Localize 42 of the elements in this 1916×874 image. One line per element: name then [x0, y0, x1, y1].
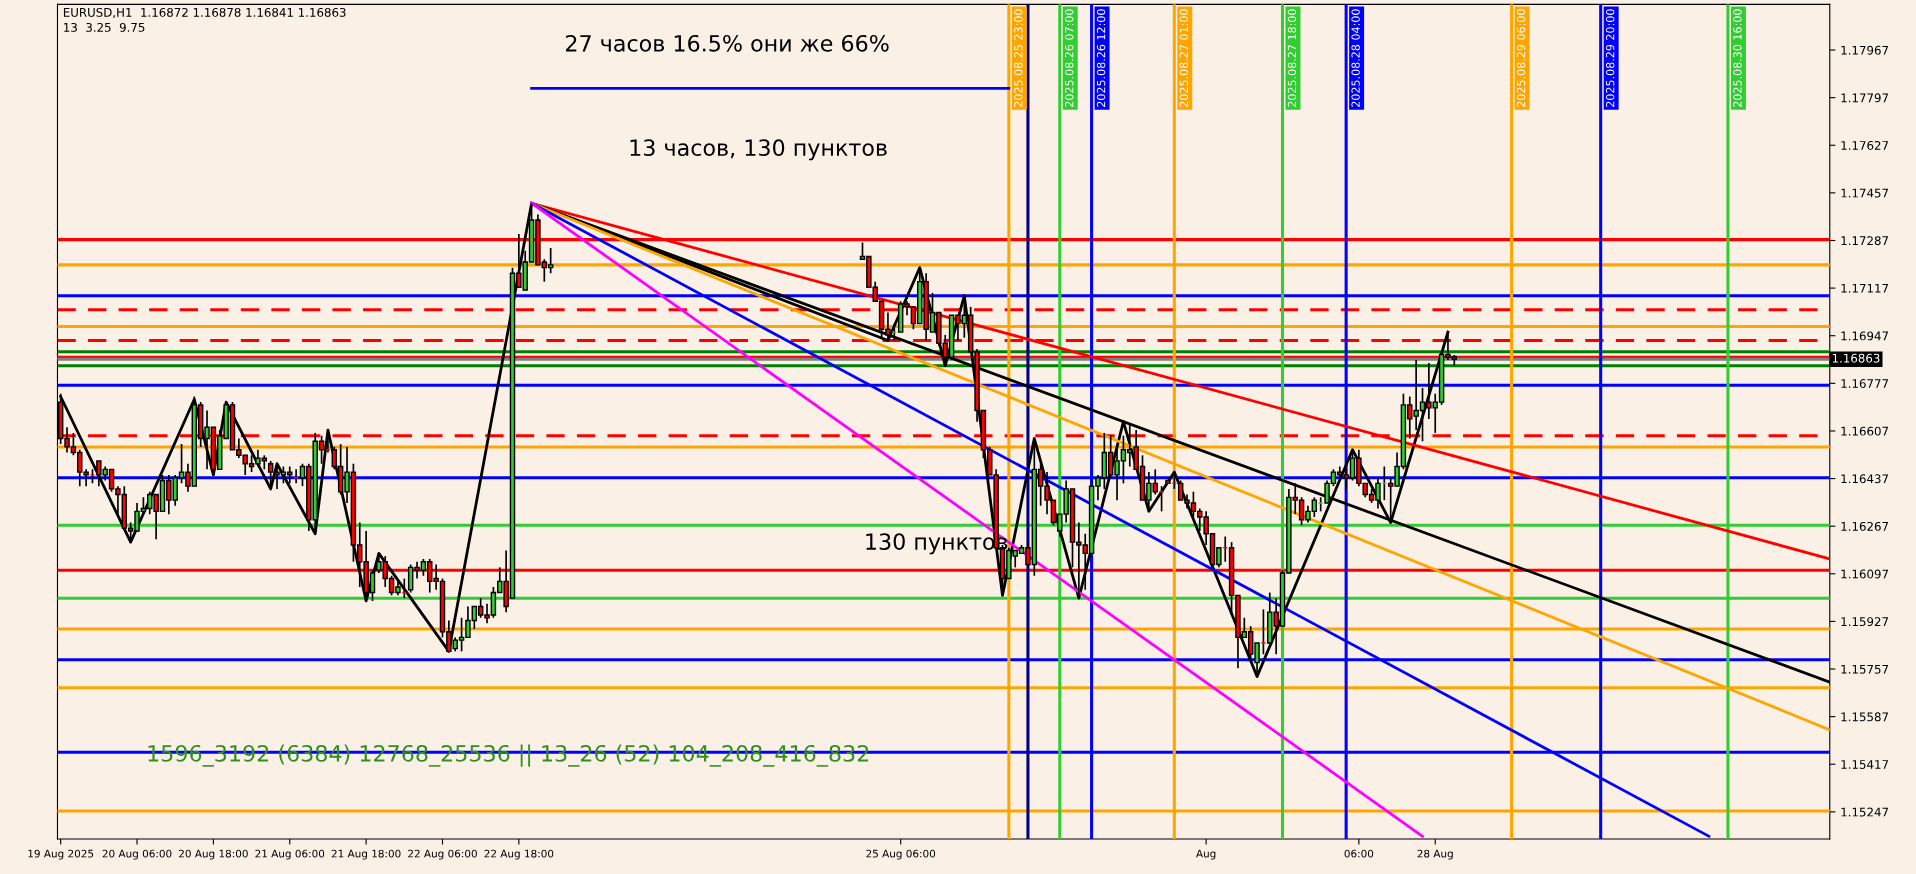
- x-tick-label: 25 Aug 06:00: [866, 849, 936, 860]
- ref-line-label: 2025.08.26 07:00: [1065, 9, 1074, 107]
- ref-line-label: 1.16863: [1832, 353, 1880, 363]
- y-tick-label: 1.16267: [1841, 521, 1889, 531]
- y-tick-label: 1.17627: [1841, 140, 1889, 150]
- x-tick-label: 06:00: [1344, 849, 1374, 858]
- ref-line-label: 2025.08.29 20:00: [1605, 9, 1615, 107]
- y-tick-label: 1.17967: [1841, 45, 1889, 55]
- ref-line-label: 2025.08.25 23:00: [1014, 9, 1023, 107]
- ref-line-label: 2025.08.29 06:00: [1516, 9, 1526, 107]
- y-tick-label: 1.16777: [1841, 379, 1889, 388]
- y-tick-label: 1.17457: [1841, 188, 1889, 198]
- x-tick-label: 22 Aug 18:00: [484, 849, 554, 860]
- x-tick-label: 21 Aug 06:00: [255, 849, 325, 860]
- y-tick-label: 1.16437: [1841, 474, 1889, 484]
- ref-line-label: 2025.08.30 16:00: [1733, 9, 1742, 107]
- y-tick-label: 1.17287: [1841, 236, 1889, 246]
- ref-line-label: 2025.08.28 04:00: [1351, 9, 1360, 107]
- y-tick-label: 1.15757: [1841, 664, 1889, 674]
- ref-line-label: 2025.08.27 18:00: [1287, 9, 1297, 107]
- ref-line-label: 2025.08.27 01:00: [1179, 9, 1189, 107]
- y-tick-label: 1.15417: [1841, 760, 1889, 769]
- chart-title: EURUSD,H1 1.16872 1.16878 1.16841 1.16863: [63, 7, 346, 19]
- text: 13 3.25 9.75: [64, 22, 145, 32]
- y-tick-label: 1.16947: [1841, 331, 1889, 341]
- x-tick-label: 19 Aug 2025: [28, 849, 94, 860]
- x-tick-label: 22 Aug 06:00: [408, 849, 477, 860]
- y-tick-label: 1.15587: [1841, 712, 1889, 722]
- y-tick-label: 1.16607: [1841, 426, 1889, 436]
- x-tick-label: Aug: [1196, 849, 1216, 860]
- ref-line-label: 2025.08.26 12:00: [1096, 9, 1106, 107]
- x-tick-label: 28 Aug: [1417, 849, 1453, 860]
- y-tick-label: 1.17117: [1841, 283, 1889, 293]
- annotation: 27 часов 16.5% они же 66%: [565, 34, 889, 52]
- x-tick-label: 20 Aug 18:00: [179, 849, 248, 860]
- y-tick-label: 1.17797: [1841, 93, 1889, 103]
- y-tick-label: 1.15927: [1841, 617, 1889, 627]
- y-tick-label: 1.15247: [1841, 807, 1889, 817]
- x-tick-label: 20 Aug 06:00: [102, 849, 172, 860]
- annotation: 13 часов, 130 пунктов: [630, 139, 887, 161]
- y-tick-label: 1.16097: [1841, 569, 1889, 579]
- x-tick-label: 21 Aug 18:00: [331, 849, 401, 860]
